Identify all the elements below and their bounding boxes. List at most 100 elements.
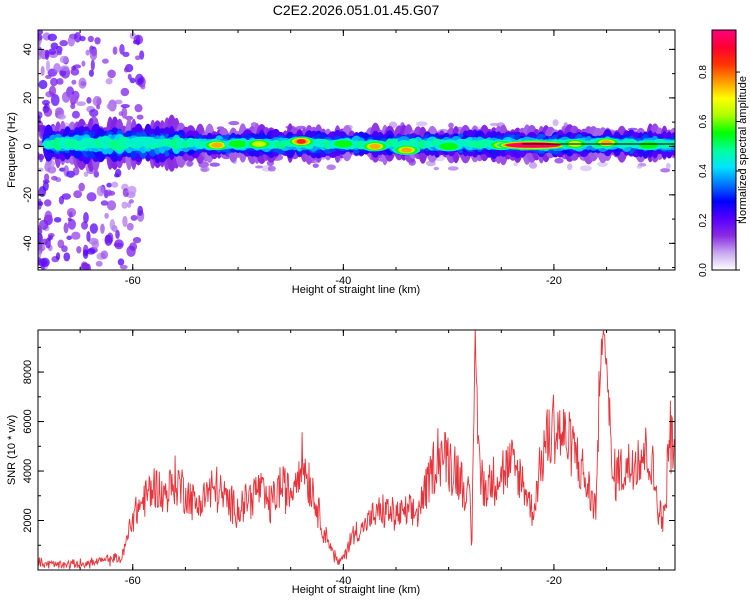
spectrogram-cell — [86, 96, 92, 104]
y-tick-label: 2000 — [22, 508, 34, 532]
spectrogram-cell — [100, 223, 105, 234]
colorbar-tick-label: 0.0 — [698, 263, 709, 277]
spectrogram-cell — [123, 67, 130, 73]
snr-y-axis-label: SNR (10 * v/v) — [6, 415, 18, 485]
spectrogram-cell — [134, 104, 143, 113]
spectrogram-cell — [61, 193, 72, 200]
spectrogram-cell — [81, 221, 89, 230]
spectrogram-cell — [56, 51, 62, 56]
colorbar-tick-label: 0.2 — [698, 213, 709, 227]
spectrogram-cell — [81, 60, 86, 67]
snr-x-axis-label: Height of straight line (km) — [292, 584, 420, 596]
spectrogram-cell — [139, 50, 145, 60]
spectrogram-cell — [101, 58, 109, 64]
spectrogram-axes: -60 -40 -20 -40 -20 0 20 40 — [22, 30, 675, 287]
spectrogram-cell — [38, 115, 41, 123]
x-tick-label: -20 — [546, 275, 562, 287]
spectrogram-cell — [267, 165, 276, 172]
spectrogram-cell — [43, 199, 52, 207]
spectrogram-cell — [71, 79, 77, 85]
spectrogram-cell — [93, 170, 100, 178]
spectrogram-peak — [129, 136, 158, 147]
spectrogram-cell — [119, 43, 125, 55]
spectrogram-cell — [92, 95, 102, 107]
spectrogram-cell — [69, 94, 79, 104]
spectrogram-cell — [529, 161, 538, 169]
spectrogram-cell — [67, 218, 76, 230]
spectrogram-cell — [67, 217, 72, 222]
y-tick-label: 6000 — [22, 409, 34, 433]
spectrogram-cell — [111, 181, 119, 188]
spectrogram-cell — [119, 264, 128, 270]
x-tick-label: -40 — [335, 575, 351, 587]
spectrogram-cell — [53, 63, 61, 73]
spectrogram-cell — [76, 101, 86, 107]
spectrogram-cell — [85, 263, 92, 270]
y-tick-label: 20 — [22, 92, 34, 104]
snr-panel: -60 -40 -20 2000 4000 6000 8000 Height of stra… — [6, 329, 676, 596]
spectrogram-cell — [59, 55, 69, 64]
spectrogram-frame — [37, 29, 676, 271]
spectrogram-cell — [71, 110, 80, 119]
spectrogram-cell — [100, 250, 109, 260]
spectrogram-cell — [41, 238, 48, 246]
spectrogram-peak — [228, 140, 248, 148]
spectrogram-cell — [45, 60, 51, 72]
spectrogram-cell — [73, 190, 83, 199]
spectrogram-cell — [66, 235, 73, 241]
x-tick-label: -60 — [125, 575, 141, 587]
colorbar-tick-label: 0.8 — [698, 65, 709, 79]
spectrogram-cell — [120, 87, 130, 97]
spectrogram-peak — [211, 142, 223, 148]
spectrogram-cell — [105, 189, 113, 197]
spectrogram-cell — [121, 201, 128, 209]
spectrogram-heatmap — [38, 30, 675, 270]
spectrogram-cell — [132, 236, 142, 244]
spectrogram-cell — [72, 166, 80, 176]
spectrogram-peak — [252, 140, 267, 147]
spectrogram-cell — [38, 33, 43, 41]
colorbar-gradient — [711, 29, 737, 271]
spectrogram-cell — [132, 39, 141, 45]
spectrogram-cell — [209, 162, 221, 167]
spectrogram-cell — [667, 140, 675, 146]
spectrogram-cell — [66, 170, 76, 178]
spectrogram-cell — [87, 35, 94, 43]
spectrogram-x-axis-label: Height of straight line (km) — [292, 284, 420, 296]
spectrogram-cell — [122, 215, 128, 228]
spectrogram-cell — [59, 39, 68, 47]
spectrogram-cell — [38, 250, 42, 258]
y-tick-label: -20 — [22, 187, 34, 203]
spectrogram-cell — [117, 258, 125, 266]
spectrogram-cell — [38, 225, 42, 231]
spectrogram-cell — [104, 212, 109, 219]
spectrogram-peak — [639, 141, 659, 149]
spectrogram-cell — [95, 260, 103, 267]
spectrogram-cell — [552, 119, 559, 127]
spectrogram-cell — [38, 120, 44, 131]
spectrogram-cell — [112, 46, 118, 55]
spectrogram-cell — [106, 200, 117, 211]
spectrogram-cell — [47, 33, 58, 42]
spectrogram-cell — [122, 188, 129, 198]
spectrogram-cell — [554, 157, 564, 164]
spectrogram-cell — [125, 115, 134, 121]
spectrogram-cell — [39, 219, 49, 230]
spectrogram-cell — [48, 85, 57, 97]
spectrogram-cell — [128, 199, 134, 204]
spectrogram-cell — [137, 205, 144, 216]
y-tick-label: 0 — [22, 143, 34, 149]
spectrogram-cell — [105, 78, 113, 85]
spectrogram-cell — [50, 77, 58, 87]
colorbar-ticks: 0.0 0.2 0.4 0.6 0.8 — [698, 65, 740, 277]
y-tick-label: 8000 — [22, 360, 34, 384]
x-tick-label: -20 — [546, 575, 562, 587]
spectrogram-peak — [400, 147, 413, 153]
spectrogram-peak — [334, 140, 353, 148]
y-tick-label: -40 — [22, 235, 34, 251]
spectrogram-cell — [40, 65, 45, 76]
spectrogram-cell — [89, 48, 98, 61]
spectrogram-cell — [107, 69, 116, 79]
spectrogram-cell — [94, 37, 101, 45]
spectrogram-cell — [38, 201, 44, 206]
